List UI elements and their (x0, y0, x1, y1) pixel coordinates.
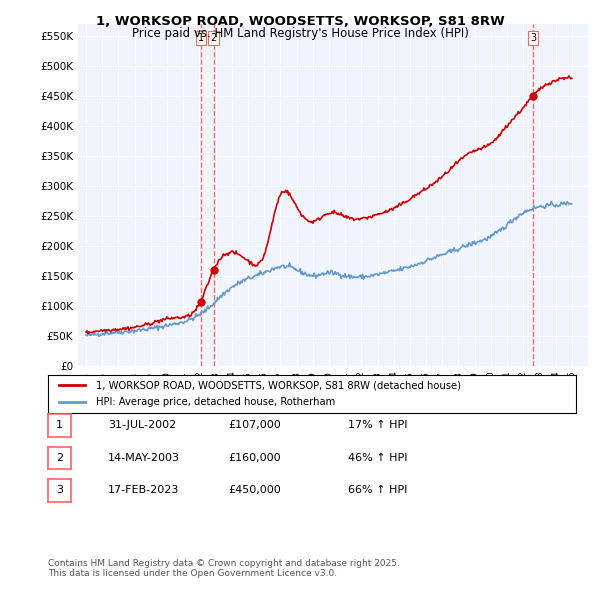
Text: £450,000: £450,000 (228, 486, 281, 495)
Text: 31-JUL-2002: 31-JUL-2002 (108, 421, 176, 430)
Text: 3: 3 (56, 486, 63, 495)
Text: HPI: Average price, detached house, Rotherham: HPI: Average price, detached house, Roth… (95, 397, 335, 407)
Text: £107,000: £107,000 (228, 421, 281, 430)
Text: 46% ↑ HPI: 46% ↑ HPI (348, 453, 407, 463)
Text: 17-FEB-2023: 17-FEB-2023 (108, 486, 179, 495)
Text: 1: 1 (197, 32, 204, 42)
Text: 2: 2 (56, 453, 63, 463)
Text: 1: 1 (56, 421, 63, 430)
Text: 3: 3 (530, 32, 536, 42)
Text: 14-MAY-2003: 14-MAY-2003 (108, 453, 180, 463)
Text: 1, WORKSOP ROAD, WOODSETTS, WORKSOP, S81 8RW: 1, WORKSOP ROAD, WOODSETTS, WORKSOP, S81… (95, 15, 505, 28)
Text: 17% ↑ HPI: 17% ↑ HPI (348, 421, 407, 430)
Text: Contains HM Land Registry data © Crown copyright and database right 2025.
This d: Contains HM Land Registry data © Crown c… (48, 559, 400, 578)
Text: Price paid vs. HM Land Registry's House Price Index (HPI): Price paid vs. HM Land Registry's House … (131, 27, 469, 40)
Text: 2: 2 (211, 32, 217, 42)
Text: 66% ↑ HPI: 66% ↑ HPI (348, 486, 407, 495)
Text: 1, WORKSOP ROAD, WOODSETTS, WORKSOP, S81 8RW (detached house): 1, WORKSOP ROAD, WOODSETTS, WORKSOP, S81… (95, 381, 461, 391)
Text: £160,000: £160,000 (228, 453, 281, 463)
